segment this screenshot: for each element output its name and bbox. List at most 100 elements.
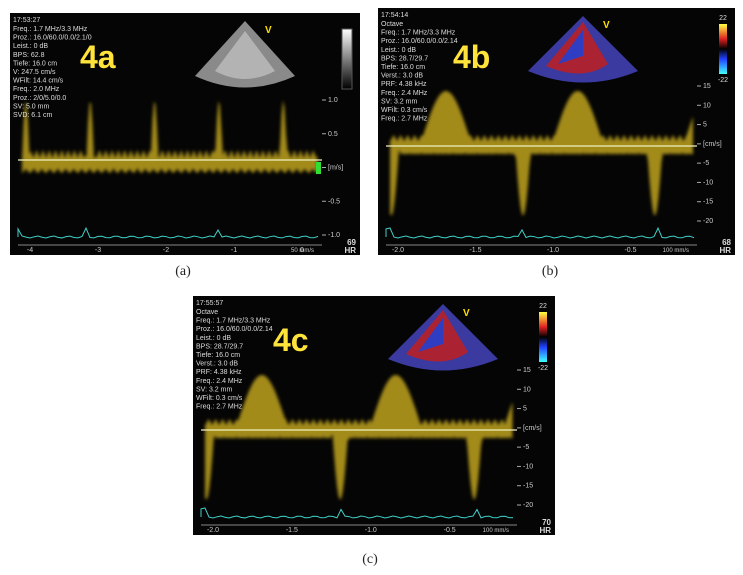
setting-line: Proz.: 16.0/60.0/0.0/2.14 <box>381 38 458 45</box>
panel-label: 4b <box>453 39 490 75</box>
hr-value: 69 <box>347 238 356 247</box>
setting-line: Proz.: 16.0/60.0/0.0/2.14 <box>196 326 273 333</box>
scale-label: -1.0 <box>328 232 340 239</box>
panel-label: 4c <box>273 322 309 358</box>
setting-line: Freq.: 1.7 MHz/3.3 MHz <box>381 30 456 37</box>
colorbar-label: 22 <box>719 15 727 22</box>
setting-line: Octave <box>381 21 403 28</box>
sweep: 100 mm/s <box>483 528 509 534</box>
panel-image: V 22 -22 17:54:14 Octave Freq.: 1.7 MHz/3.3 M… <box>381 12 732 255</box>
setting-line: WFilt: 0.3 cm/s <box>196 395 243 402</box>
scale-label: 15 <box>523 367 531 374</box>
scale-label: [m/s] <box>328 165 343 172</box>
setting-line: Octave <box>196 309 218 316</box>
setting-line: SV: 3.2 mm <box>381 98 417 105</box>
setting-line: V: 247.5 cm/s <box>13 69 56 76</box>
panel-label: 4a <box>80 39 116 75</box>
marker <box>316 162 321 174</box>
scale-label: 15 <box>703 83 711 90</box>
setting-line: BPS: 28.7/29.7 <box>196 343 243 350</box>
time-label: -0.5 <box>624 247 636 254</box>
setting-line: Proz.: 2/0/5.0/0.0 <box>13 95 66 102</box>
scale-label: -5 <box>703 160 709 167</box>
panel-image: V 22 -22 17:55:57 Octave Freq.: 1.7 MHz/3.3 M… <box>196 300 552 535</box>
scale-label: 1.0 <box>328 97 338 104</box>
timestamp: 17:53:27 <box>13 17 40 24</box>
setting-line: Freq.: 2.4 MHz <box>381 90 428 97</box>
scale-label: -10 <box>523 463 533 470</box>
setting-line: Freq.: 2.7 MHz <box>196 404 243 411</box>
setting-line: SVD: 6.1 cm <box>13 112 52 119</box>
caption: (b) <box>541 264 559 279</box>
time-label: -1.0 <box>365 527 377 534</box>
echo-panel: V 22 -22 17:55:57 Octave Freq.: 1.7 MHz/3.3 M… <box>193 296 555 535</box>
scale-label: 10 <box>703 102 711 109</box>
color-flow <box>558 30 583 64</box>
ecg-trace <box>385 226 695 239</box>
time-label: -0.5 <box>444 527 456 534</box>
setting-line: BPS: 62.8 <box>13 52 45 59</box>
hr-unit: HR <box>719 246 731 255</box>
setting-line: Leist.: 0 dB <box>196 335 231 342</box>
fan-marker: V <box>603 20 610 31</box>
echo-panel: V 22 -22 17:54:14 Octave Freq.: 1.7 MHz/3.3 M… <box>378 8 735 255</box>
setting-line: Tiefe: 16.0 cm <box>13 60 57 67</box>
echo-panel: V 17:53:27 Freq.: 1.7 MHz/3.3 MHz Proz.: 16… <box>10 13 360 255</box>
gray-bar <box>341 28 353 90</box>
colorbar-label: 22 <box>539 303 547 310</box>
setting-line: Verst.: 3.0 dB <box>196 361 238 368</box>
fan-marker: V <box>265 25 272 36</box>
timestamp: 17:54:14 <box>381 12 408 19</box>
panel-image: V 17:53:27 Freq.: 1.7 MHz/3.3 MHz Proz.: 16… <box>13 17 357 255</box>
scale-label: -20 <box>703 218 713 225</box>
doppler-spectrum <box>390 91 693 216</box>
echo-tissue <box>215 31 275 79</box>
scale-label: -15 <box>703 199 713 206</box>
setting-line: Freq.: 2.7 MHz <box>381 116 428 123</box>
doppler-spectrum <box>205 375 513 500</box>
setting-line: Freq.: 2.0 MHz <box>13 86 60 93</box>
time-label: -1.5 <box>469 247 481 254</box>
setting-line: BPS: 28.7/29.7 <box>381 55 428 62</box>
setting-line: Proz.: 16.0/60.0/0.0/2.1/0 <box>13 35 92 42</box>
time-label: -2.0 <box>392 247 404 254</box>
colorbar-label: -22 <box>538 365 548 372</box>
color-bar <box>719 24 727 74</box>
hr-unit: HR <box>539 526 551 535</box>
time-label: -1 <box>231 247 237 254</box>
setting-line: PRF: 4.38 kHz <box>381 81 427 88</box>
colorbar-label: -22 <box>718 77 728 84</box>
caption: (c) <box>362 552 378 567</box>
scale-label: 5 <box>523 406 527 413</box>
setting-line: Leist.: 0 dB <box>381 47 416 54</box>
time-label: -2 <box>163 247 169 254</box>
sweep: 50 mm/s <box>291 248 314 254</box>
time-label: -4 <box>27 247 33 254</box>
scale-label: [cm/s] <box>523 425 542 432</box>
setting-line: Tiefe: 16.0 cm <box>196 352 240 359</box>
caption: (a) <box>175 264 191 279</box>
setting-line: SV: 3.2 mm <box>196 386 232 393</box>
timestamp: 17:55:57 <box>196 300 223 307</box>
scale-label: -0.5 <box>328 198 340 205</box>
color-flow <box>418 318 443 352</box>
scale-label: -20 <box>523 502 533 509</box>
setting-line: Leist.: 0 dB <box>13 43 48 50</box>
hr-value: 70 <box>542 518 551 527</box>
time-label: -1.0 <box>547 247 559 254</box>
color-bar <box>539 312 547 362</box>
setting-line: Tiefe: 16.0 cm <box>381 64 425 71</box>
time-label: -2.0 <box>207 527 219 534</box>
scale-label: 5 <box>703 122 707 129</box>
scale-label: [cm/s] <box>703 141 722 148</box>
setting-line: Freq.: 1.7 MHz/3.3 MHz <box>196 318 271 325</box>
scale-label: -15 <box>523 483 533 490</box>
setting-line: SV: 5.0 mm <box>13 103 49 110</box>
setting-line: Freq.: 1.7 MHz/3.3 MHz <box>13 26 88 33</box>
time-label: 0 <box>300 247 304 254</box>
scale-label: 10 <box>523 386 531 393</box>
hr-value: 68 <box>722 238 731 247</box>
scale-label: -10 <box>703 179 713 186</box>
setting-line: WFilt: 0.3 cm/s <box>381 107 428 114</box>
